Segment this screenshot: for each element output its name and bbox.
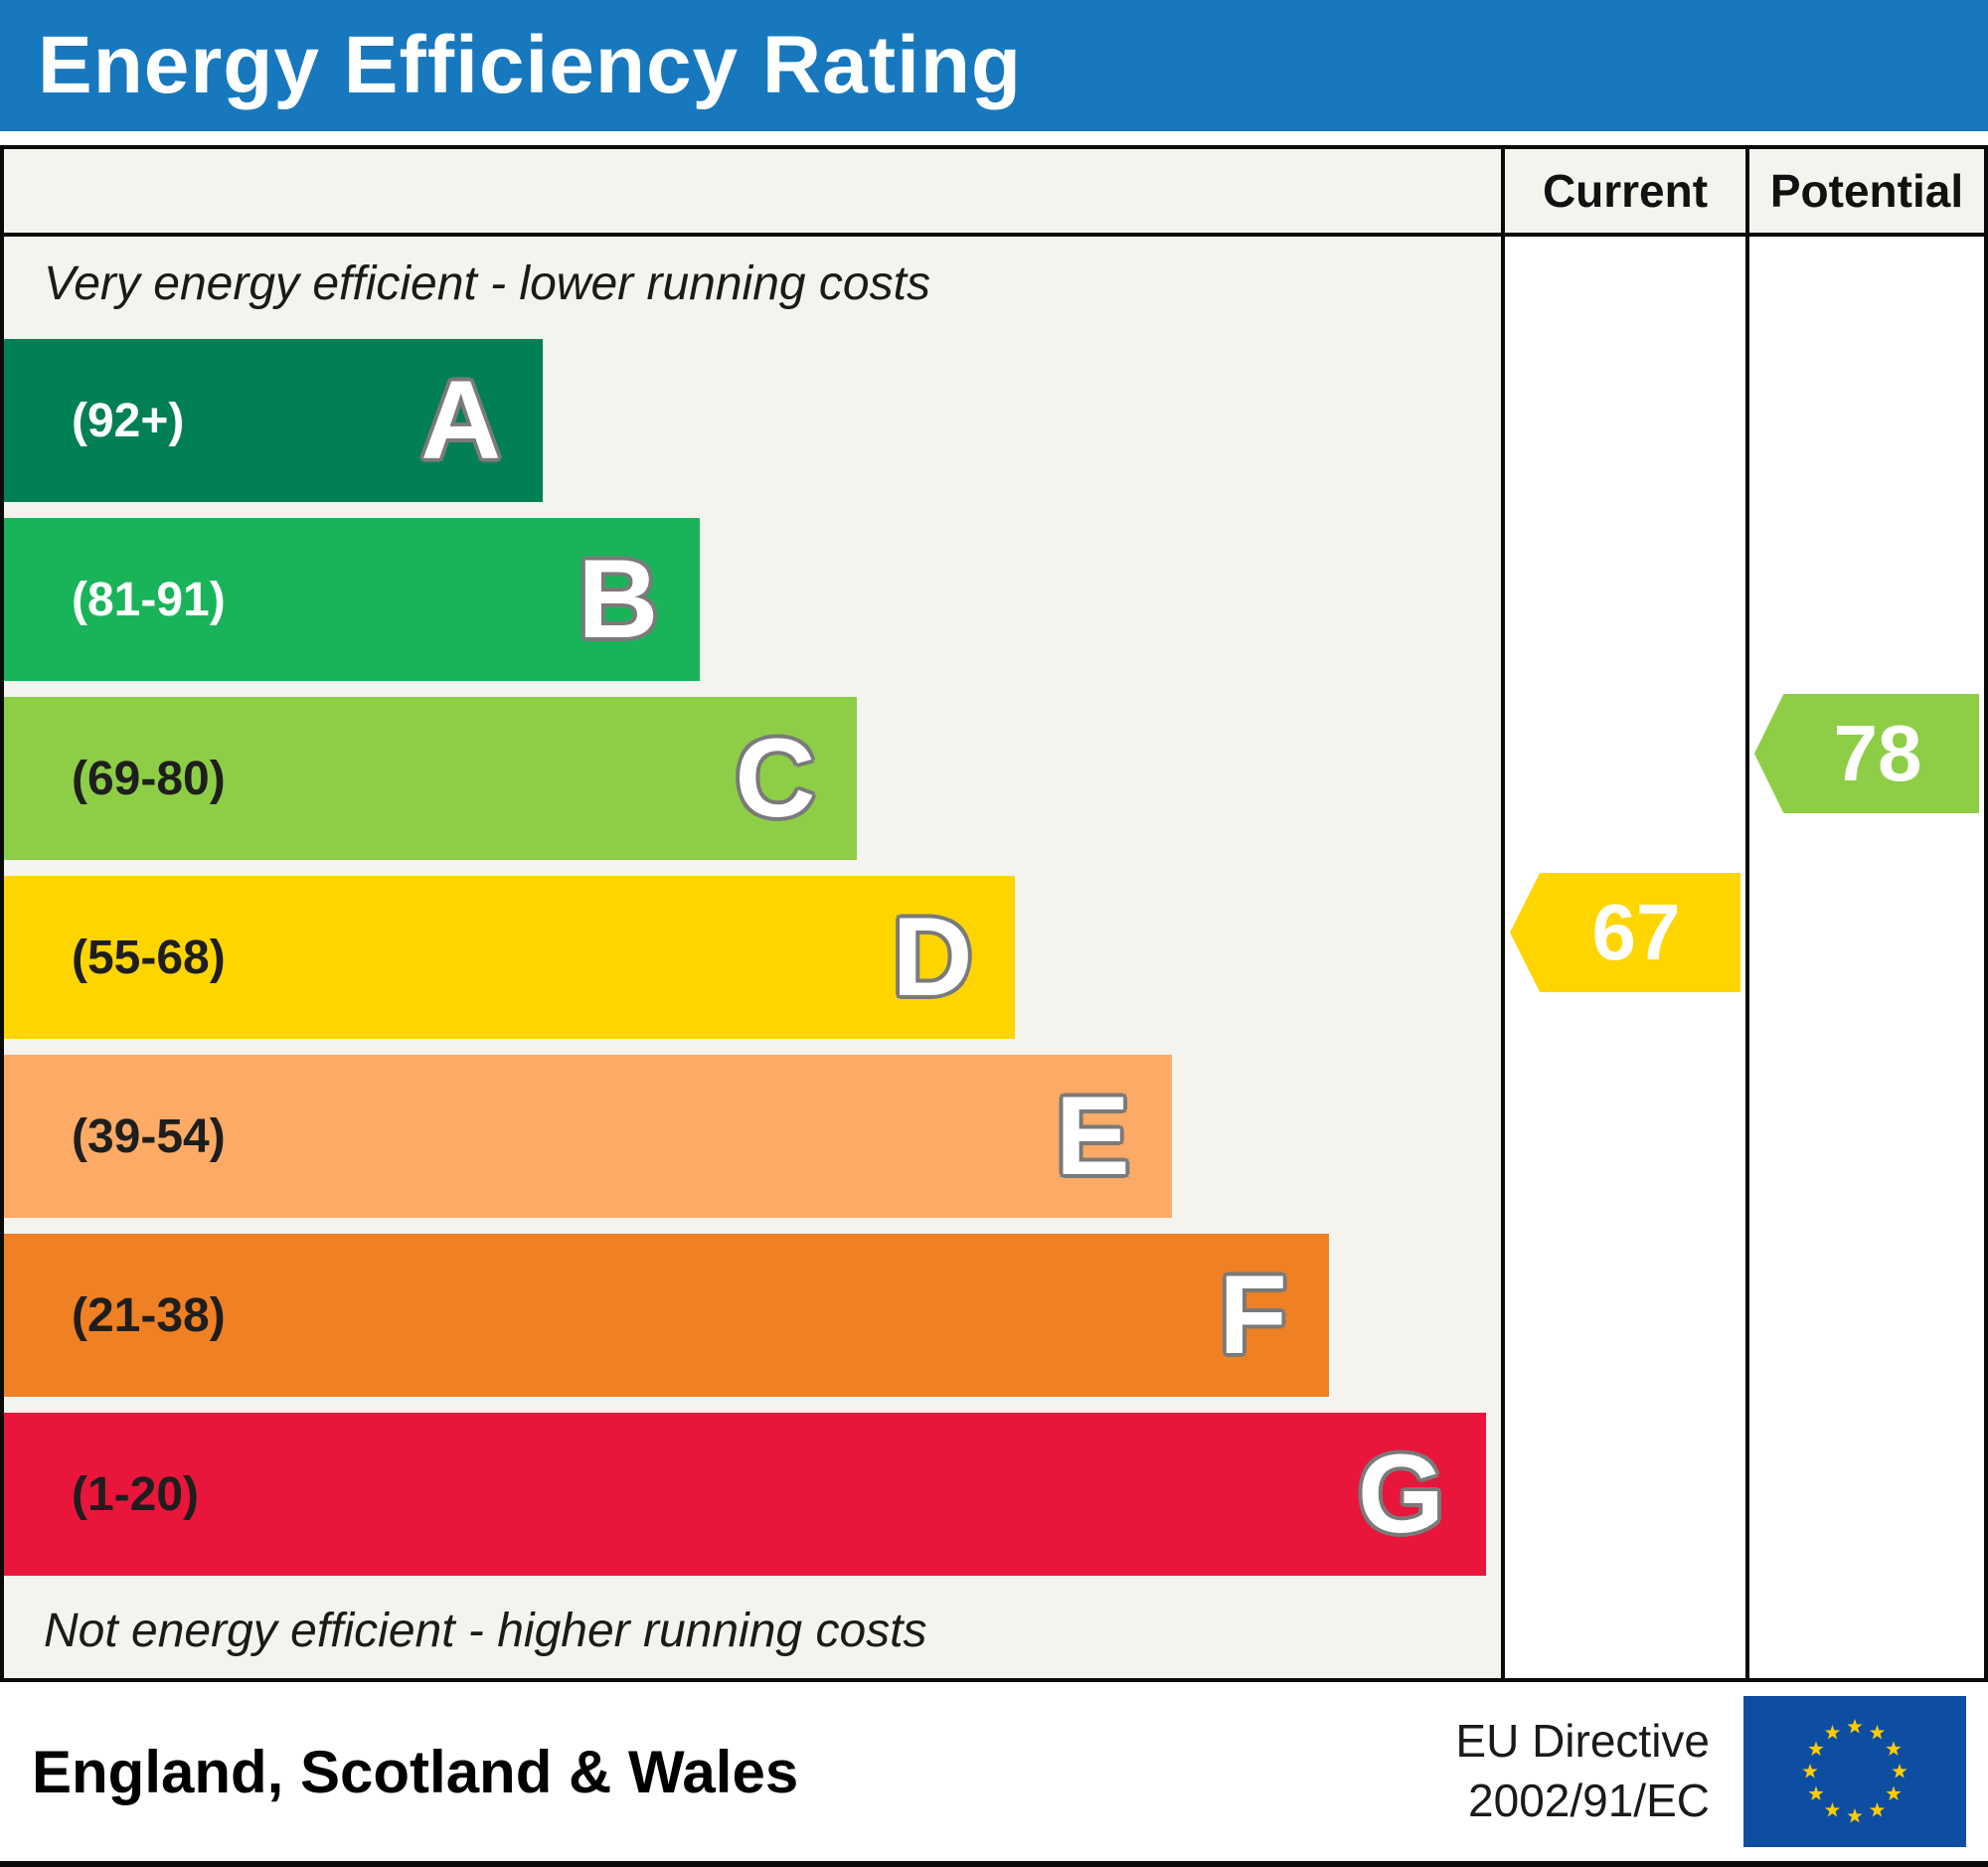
bottom-note: Not energy efficient - higher running co…	[44, 1605, 927, 1657]
chart-header-row: Current Potential	[4, 149, 1984, 237]
band-range-label: (55-68)	[72, 931, 226, 984]
eu-directive-label: EU Directive 2002/91/EC	[1455, 1712, 1710, 1831]
band-range-label: (69-80)	[72, 752, 226, 805]
current-column-header: Current	[1501, 149, 1745, 233]
eu-directive-line1: EU Directive	[1455, 1715, 1710, 1768]
band-row: (55-68) D	[4, 868, 1501, 1047]
band-range-label: (1-20)	[72, 1467, 200, 1521]
band-row: (39-54) E	[4, 1047, 1501, 1226]
potential-value: 78	[1833, 709, 1922, 797]
chart-body: Very energy efficient - lower running co…	[4, 237, 1984, 1678]
band-bar: (81-91) B	[4, 518, 701, 681]
band-bar: (55-68) D	[4, 876, 1015, 1039]
title-bar: Energy Efficiency Rating	[0, 0, 1988, 131]
chart-box: Current Potential Very energy efficient …	[0, 145, 1988, 1682]
eu-directive-line2: 2002/91/EC	[1468, 1775, 1710, 1826]
current-value: 67	[1591, 888, 1681, 976]
potential-column-header: Potential	[1745, 149, 1984, 233]
bands-column: Very energy efficient - lower running co…	[4, 237, 1501, 1678]
current-arrow: 67	[1510, 873, 1740, 992]
band-letter: C	[735, 716, 816, 840]
bands-header-spacer	[4, 149, 1501, 233]
band-letter: E	[1055, 1074, 1130, 1198]
band-letter: G	[1357, 1432, 1444, 1556]
band-row: (1-20) G	[4, 1405, 1501, 1584]
band-range-label: (92+)	[72, 394, 185, 447]
band-letter: F	[1219, 1253, 1287, 1377]
potential-column: 78	[1745, 237, 1984, 1678]
top-note: Very energy efficient - lower running co…	[44, 257, 930, 310]
band-letter: A	[420, 358, 502, 482]
current-column: 67	[1501, 237, 1745, 1678]
band-row: (81-91) B	[4, 510, 1501, 689]
band-letter: B	[578, 537, 659, 661]
band-bar: (21-38) F	[4, 1234, 1329, 1397]
band-letter: D	[892, 895, 973, 1019]
footer: England, Scotland & Wales EU Directive 2…	[0, 1682, 1988, 1867]
band-range-label: (21-38)	[72, 1288, 226, 1342]
page-title: Energy Efficiency Rating	[38, 20, 1023, 110]
band-row: (69-80) C	[4, 689, 1501, 868]
band-row: (92+) A	[4, 331, 1501, 510]
band-range-label: (39-54)	[72, 1109, 226, 1163]
band-row: (21-38) F	[4, 1226, 1501, 1405]
band-bar: (92+) A	[4, 339, 544, 502]
region-label: England, Scotland & Wales	[32, 1738, 799, 1805]
band-bar: (69-80) C	[4, 697, 858, 860]
band-bar: (1-20) G	[4, 1413, 1486, 1576]
band-bar: (39-54) E	[4, 1055, 1172, 1218]
band-range-label: (81-91)	[72, 573, 226, 626]
eu-flag-icon	[1743, 1696, 1966, 1847]
potential-arrow: 78	[1754, 694, 1979, 813]
